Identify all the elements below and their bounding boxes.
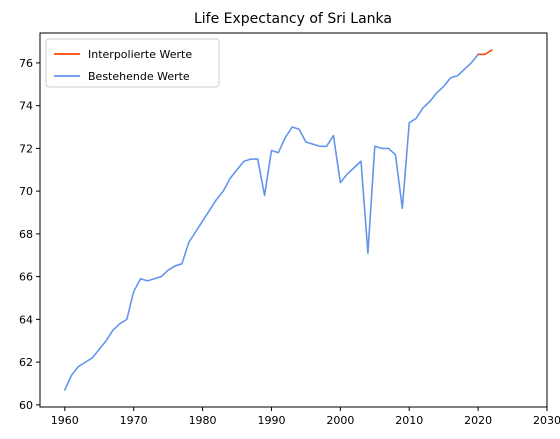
- x-tick-label: 2000: [326, 414, 354, 427]
- y-tick-label: 72: [19, 142, 33, 155]
- y-tick-label: 64: [19, 313, 33, 326]
- legend: Interpolierte Werte Bestehende Werte: [46, 39, 219, 87]
- chart-title: Life Expectancy of Sri Lanka: [194, 11, 392, 27]
- y-tick-label: 66: [19, 271, 33, 284]
- x-axis: 1960 1970 1980 1990 2000 2010 2020 2030: [51, 407, 560, 427]
- y-tick-label: 62: [19, 356, 33, 369]
- legend-label: Interpolierte Werte: [88, 48, 192, 61]
- x-tick-label: 2020: [464, 414, 492, 427]
- y-tick-label: 76: [19, 57, 33, 70]
- legend-label: Bestehende Werte: [88, 70, 190, 83]
- plot-area: [40, 33, 547, 407]
- y-tick-label: 70: [19, 185, 33, 198]
- x-tick-label: 1960: [51, 414, 79, 427]
- x-tick-label: 1980: [189, 414, 217, 427]
- x-tick-label: 1990: [257, 414, 285, 427]
- y-tick-label: 60: [19, 399, 33, 412]
- y-tick-label: 68: [19, 228, 33, 241]
- y-tick-label: 74: [19, 100, 33, 113]
- x-tick-label: 2030: [533, 414, 560, 427]
- x-tick-label: 2010: [395, 414, 423, 427]
- x-tick-label: 1970: [120, 414, 148, 427]
- y-axis: 60 62 64 66 68 70 72 74 76: [19, 57, 40, 412]
